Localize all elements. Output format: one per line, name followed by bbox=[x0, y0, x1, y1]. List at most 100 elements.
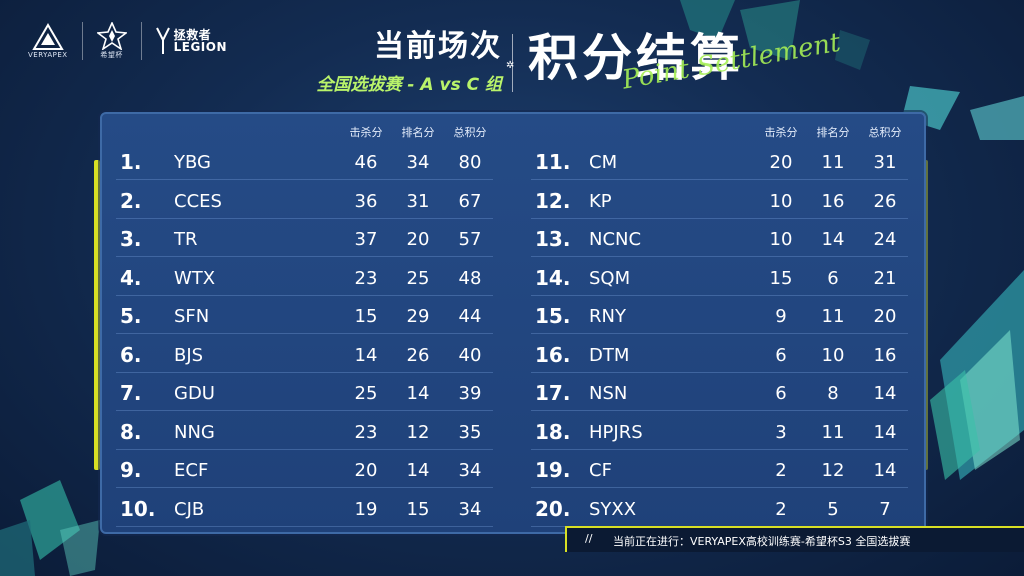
team-rank: 9. bbox=[120, 458, 142, 482]
total-header: 总积分 bbox=[868, 126, 902, 139]
placement-points: 20 bbox=[406, 229, 430, 250]
header-divider bbox=[512, 34, 513, 92]
row-divider bbox=[531, 217, 908, 219]
team-rank: 3. bbox=[120, 227, 142, 251]
standings-row: 20. SYXX 2 5 7 bbox=[517, 491, 922, 527]
standings-row: 6. BJS 14 26 40 bbox=[102, 337, 507, 373]
standings-row: 8. NNG 23 12 35 bbox=[102, 414, 507, 450]
match-header: 当前场次 全国选拔赛 - A vs C 组 bbox=[270, 30, 502, 96]
standings-row: 17. NSN 6 8 14 bbox=[517, 375, 922, 411]
kill-points: 10 bbox=[769, 190, 793, 212]
team-name: DTM bbox=[589, 344, 630, 366]
placement-points: 11 bbox=[821, 152, 845, 173]
sparkle-icon: ✲ bbox=[506, 60, 515, 71]
row-divider bbox=[531, 410, 908, 411]
kill-points: 2 bbox=[775, 498, 787, 520]
hope-cup-star-icon bbox=[96, 22, 127, 50]
team-rank: 20. bbox=[535, 496, 571, 521]
total-points: 16 bbox=[873, 344, 897, 366]
team-name: WTX bbox=[174, 267, 216, 289]
standings-row: 4. WTX 23 25 48 bbox=[102, 260, 507, 296]
total-points: 34 bbox=[458, 498, 482, 520]
team-name: YBG bbox=[174, 152, 211, 173]
standings-row: 15. RNY 9 11 20 bbox=[517, 298, 922, 334]
total-points: 44 bbox=[458, 306, 482, 327]
match-subtitle: 全国选拔赛 - A vs C 组 bbox=[316, 75, 502, 95]
team-rank: 2. bbox=[120, 188, 142, 213]
row-divider bbox=[116, 256, 493, 257]
standings-row: 13. NCNC 10 14 24 bbox=[517, 221, 922, 257]
standings-board: 击杀分 排名分 总积分 1. YBG 46 34 80 2. CCES 36 31 67 3. TR 3… bbox=[100, 112, 926, 534]
veryapex-logo: VERYAPEX bbox=[28, 23, 68, 59]
total-points: 24 bbox=[873, 229, 897, 250]
row-divider bbox=[116, 217, 493, 219]
team-name: GDU bbox=[174, 383, 215, 404]
kill-points: 37 bbox=[354, 229, 378, 250]
kill-points: 15 bbox=[354, 306, 378, 327]
team-rank: 12. bbox=[535, 188, 571, 213]
row-divider bbox=[531, 294, 908, 296]
team-name: CF bbox=[589, 460, 612, 481]
kill-points: 25 bbox=[354, 383, 378, 404]
placement-points: 31 bbox=[406, 190, 430, 212]
row-divider bbox=[531, 333, 908, 334]
team-name: TR bbox=[174, 229, 198, 250]
now-playing-ticker: // 当前正在进行：VERYAPEX高校训练赛-希望杯S3 全国选拔赛 bbox=[565, 526, 1024, 552]
kill-points: 23 bbox=[354, 421, 378, 443]
standings-row: 12. KP 10 16 26 bbox=[517, 183, 922, 219]
total-points: 14 bbox=[873, 383, 897, 404]
kill-points: 10 bbox=[769, 229, 793, 250]
placement-header: 排名分 bbox=[816, 126, 850, 139]
team-name: NSN bbox=[589, 383, 628, 404]
team-rank: 6. bbox=[120, 342, 142, 367]
points-settlement-title: 积分结算 bbox=[528, 29, 744, 87]
team-name: HPJRS bbox=[589, 421, 643, 443]
veryapex-logo-text: VERYAPEX bbox=[28, 51, 68, 59]
sponsor-logos: VERYAPEX 希望杯 拯救者 LEGION bbox=[28, 22, 227, 60]
team-rank: 19. bbox=[535, 458, 571, 482]
legion-cn-text: 拯救者 bbox=[173, 28, 212, 42]
team-rank: 14. bbox=[535, 265, 571, 290]
team-rank: 11. bbox=[535, 150, 571, 174]
team-rank: 1. bbox=[120, 150, 142, 174]
placement-points: 15 bbox=[406, 498, 430, 520]
legion-logo: 拯救者 LEGION bbox=[155, 26, 227, 56]
standings-row: 10. CJB 19 15 34 bbox=[102, 491, 507, 527]
kill-points: 14 bbox=[354, 344, 378, 366]
settlement-header: 积分结算 bbox=[528, 28, 744, 88]
legion-y-icon bbox=[155, 27, 170, 54]
team-name: CJB bbox=[174, 498, 205, 520]
total-points: 40 bbox=[458, 344, 482, 366]
placement-points: 14 bbox=[406, 383, 430, 404]
placement-points: 6 bbox=[827, 267, 839, 289]
kill-points: 46 bbox=[354, 152, 378, 173]
row-divider bbox=[116, 525, 493, 527]
team-name: NCNC bbox=[589, 229, 642, 250]
team-name: SFN bbox=[174, 306, 210, 327]
team-rank: 7. bbox=[120, 381, 142, 405]
standings-row: 7. GDU 25 14 39 bbox=[102, 375, 507, 411]
team-rank: 8. bbox=[120, 419, 142, 444]
row-divider bbox=[116, 487, 493, 488]
row-divider bbox=[116, 410, 493, 411]
total-points: 67 bbox=[458, 190, 482, 212]
placement-points: 34 bbox=[406, 152, 430, 173]
placement-points: 14 bbox=[406, 460, 430, 481]
team-rank: 13. bbox=[535, 227, 571, 251]
row-divider bbox=[116, 371, 493, 373]
kill-points: 6 bbox=[775, 344, 787, 366]
team-rank: 10. bbox=[120, 496, 156, 521]
total-points: 14 bbox=[873, 460, 897, 481]
kill-points: 6 bbox=[775, 383, 787, 404]
veryapex-emblem-icon bbox=[32, 23, 64, 50]
total-points: 31 bbox=[873, 152, 897, 173]
kill-points: 20 bbox=[769, 152, 793, 173]
hope-cup-logo-text: 希望杯 bbox=[100, 51, 123, 59]
total-points: 21 bbox=[873, 267, 897, 289]
placement-points: 25 bbox=[406, 267, 430, 289]
kill-points: 15 bbox=[769, 267, 793, 289]
team-rank: 18. bbox=[535, 419, 571, 444]
kill-points: 9 bbox=[775, 306, 787, 327]
total-header: 总积分 bbox=[453, 126, 487, 139]
total-points: 34 bbox=[458, 460, 482, 481]
